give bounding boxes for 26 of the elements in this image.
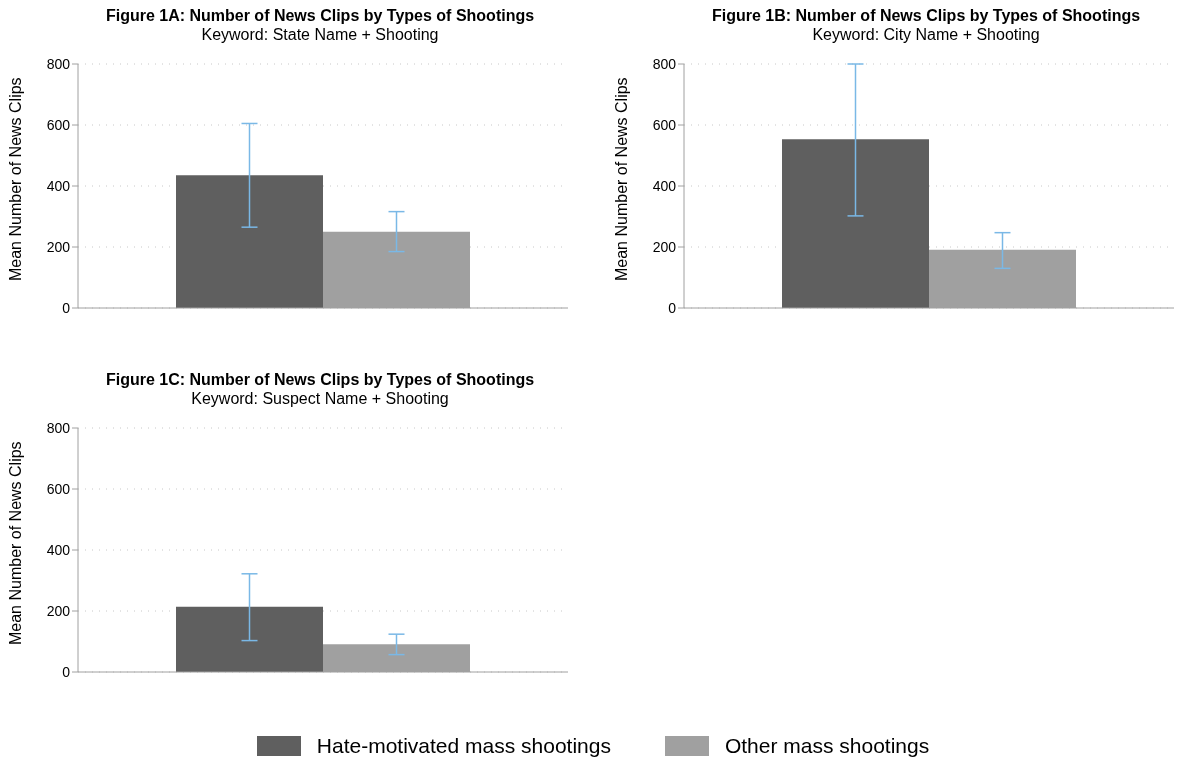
chart-subtitle: Keyword: State Name + Shooting: [200, 25, 440, 44]
y-tick-label: 400: [46, 177, 71, 194]
chart-title: Figure 1C: Number of News Clips by Types of Shootings: [104, 370, 536, 389]
y-tick-label: 800: [46, 419, 71, 436]
chart-subtitle: Keyword: City Name + Shooting: [811, 25, 1041, 44]
y-tick-label: 400: [652, 177, 677, 194]
y-axis-title: Mean Number of News Clips: [6, 77, 24, 281]
y-axis-title: Mean Number of News Clips: [6, 441, 24, 645]
legend-label: Other mass shootings: [724, 734, 930, 758]
y-tick-label: 0: [62, 299, 71, 316]
chart-subtitle: Keyword: Suspect Name + Shooting: [190, 389, 450, 408]
y-tick-label: 600: [652, 116, 677, 133]
y-tick-label: 200: [652, 238, 677, 255]
legend-label: Hate-motivated mass shootings: [316, 734, 611, 758]
y-tick-label: 200: [46, 238, 71, 255]
y-axis-title: Mean Number of News Clips: [612, 77, 630, 281]
chart-title: Figure 1B: Number of News Clips by Types of Shootings: [710, 6, 1142, 25]
y-tick-label: 800: [46, 55, 71, 72]
y-tick-label: 600: [46, 480, 71, 497]
y-tick-label: 0: [668, 299, 677, 316]
y-tick-label: 0: [62, 663, 71, 680]
y-tick-label: 600: [46, 116, 71, 133]
y-tick-label: 200: [46, 602, 71, 619]
chart-title: Figure 1A: Number of News Clips by Types of Shootings: [104, 6, 536, 25]
y-tick-label: 800: [652, 55, 677, 72]
y-tick-label: 400: [46, 541, 71, 558]
